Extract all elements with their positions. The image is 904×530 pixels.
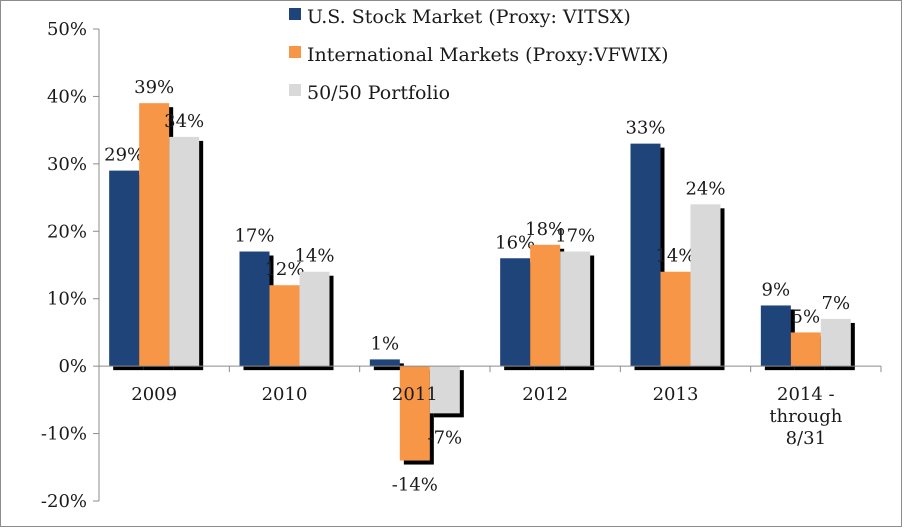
- bar: [399, 366, 430, 461]
- bar: [109, 170, 140, 367]
- data-label: 1%: [371, 333, 400, 354]
- y-tick-label: 10%: [47, 289, 87, 310]
- data-label: 5%: [792, 306, 821, 327]
- data-label: 33%: [625, 118, 665, 139]
- legend-swatch: [289, 84, 301, 96]
- data-label: 34%: [164, 111, 204, 132]
- bar: [369, 359, 400, 367]
- bar: [139, 103, 170, 367]
- bar: [269, 285, 300, 367]
- x-tick-label: 2010: [262, 384, 308, 405]
- data-label: 18%: [525, 219, 565, 240]
- data-label: 16%: [495, 232, 535, 253]
- bar: [760, 305, 791, 367]
- y-tick-label: 30%: [47, 154, 87, 175]
- legend-swatch: [289, 46, 301, 58]
- legend-label: 50/50 Portfolio: [307, 82, 450, 104]
- x-tick-label: 2012: [522, 384, 568, 405]
- bar: [820, 318, 851, 367]
- y-tick-label: -20%: [41, 491, 87, 512]
- data-label: -7%: [428, 427, 463, 448]
- data-label: 17%: [555, 226, 595, 247]
- y-tick-label: 20%: [47, 221, 87, 242]
- y-tick-label: 0%: [58, 356, 87, 377]
- data-label: -14%: [392, 475, 438, 496]
- bar: [299, 271, 330, 367]
- data-label: 29%: [104, 145, 144, 166]
- x-tick-label: 2011: [392, 384, 438, 405]
- x-tick-label: 2013: [653, 384, 699, 405]
- bar: [660, 271, 691, 367]
- bar: [169, 136, 200, 367]
- bar: [530, 244, 561, 367]
- bar: [790, 332, 821, 367]
- data-label: 17%: [234, 226, 274, 247]
- legend-label: International Markets (Proxy:VFWIX): [307, 44, 669, 66]
- x-tick-label: 2014 -: [777, 384, 835, 405]
- x-tick-label: 2009: [131, 384, 177, 405]
- data-label: 24%: [685, 178, 725, 199]
- bar: [500, 258, 531, 367]
- x-tick-label: 8/31: [786, 428, 826, 449]
- y-tick-label: 40%: [47, 86, 87, 107]
- legend-swatch: [289, 8, 301, 20]
- y-tick-label: 50%: [47, 19, 87, 40]
- data-label: 9%: [762, 279, 791, 300]
- y-tick-label: -10%: [41, 424, 87, 445]
- bar: [630, 143, 661, 367]
- data-label: 12%: [264, 259, 304, 280]
- data-label: 14%: [294, 246, 334, 267]
- bar: [429, 366, 460, 414]
- bar-shadow: [373, 363, 404, 371]
- data-label: 7%: [822, 293, 851, 314]
- legend-label: U.S. Stock Market (Proxy: VITSX): [307, 6, 631, 28]
- data-label: 39%: [134, 77, 174, 98]
- data-label: 14%: [655, 246, 695, 267]
- bar: [239, 251, 270, 367]
- bar: [690, 204, 721, 367]
- x-tick-label: through: [769, 406, 842, 427]
- bar: [560, 251, 591, 367]
